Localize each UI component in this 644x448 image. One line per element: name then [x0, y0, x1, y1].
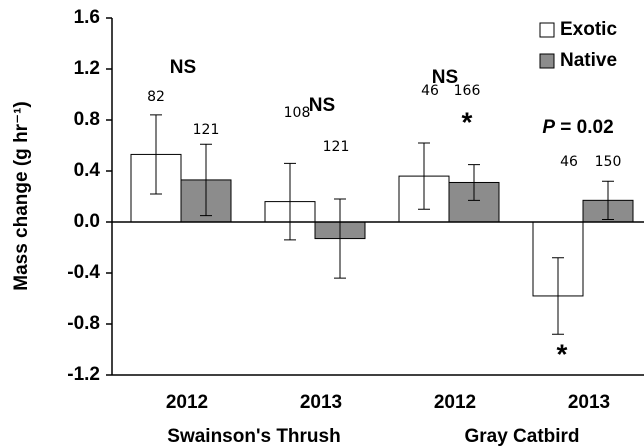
legend-swatch: [539, 53, 555, 69]
y-tick-label: -1.2: [67, 364, 100, 385]
sample-size: 121: [193, 122, 220, 138]
group-label: Gray Catbird: [464, 426, 579, 447]
error-bar: [334, 198, 346, 279]
sample-size: 166: [454, 83, 481, 99]
annotation: NS: [170, 57, 196, 78]
y-tick-label: -0.8: [67, 313, 100, 334]
x-tick-label: 2012: [434, 392, 476, 413]
p-value: P = 0.02: [542, 117, 613, 138]
annotation: *: [462, 106, 473, 137]
annotation: *: [557, 338, 568, 369]
y-tick-label: 0.8: [74, 109, 100, 130]
error-bar: [468, 164, 480, 201]
annotation: NS: [309, 95, 335, 116]
legend-swatch: [539, 22, 555, 38]
sample-size: 46: [560, 154, 578, 170]
y-tick-label: 1.6: [74, 7, 100, 28]
sample-size: 108: [284, 105, 311, 121]
sample-size: 150: [595, 154, 622, 170]
x-tick-label: 2013: [568, 392, 610, 413]
error-bar: [200, 143, 212, 217]
x-tick-label: 2013: [300, 392, 342, 413]
annotation: NS: [432, 67, 458, 88]
x-tick-label: 2012: [166, 392, 208, 413]
y-tick-label: 0.4: [74, 160, 101, 181]
error-bar: [284, 162, 296, 241]
y-tick-label: 0.0: [74, 211, 100, 232]
error-bar: [150, 114, 162, 195]
error-bar: [602, 180, 614, 220]
y-axis-label: Mass change (g hr⁻¹): [11, 101, 32, 291]
error-bar: [418, 142, 430, 210]
sample-size: 121: [323, 139, 350, 155]
sample-size: 46: [421, 83, 439, 99]
sample-size: 82: [147, 89, 165, 105]
p-text: = 0.02: [555, 117, 614, 138]
legend-label: Exotic: [560, 19, 617, 40]
y-tick-label: 1.2: [74, 58, 100, 79]
error-bar: [552, 257, 564, 335]
p-symbol: P: [542, 117, 555, 138]
legend-label: Native: [560, 50, 617, 71]
y-tick-label: -0.4: [67, 262, 100, 283]
group-label: Swainson's Thrush: [167, 426, 340, 447]
